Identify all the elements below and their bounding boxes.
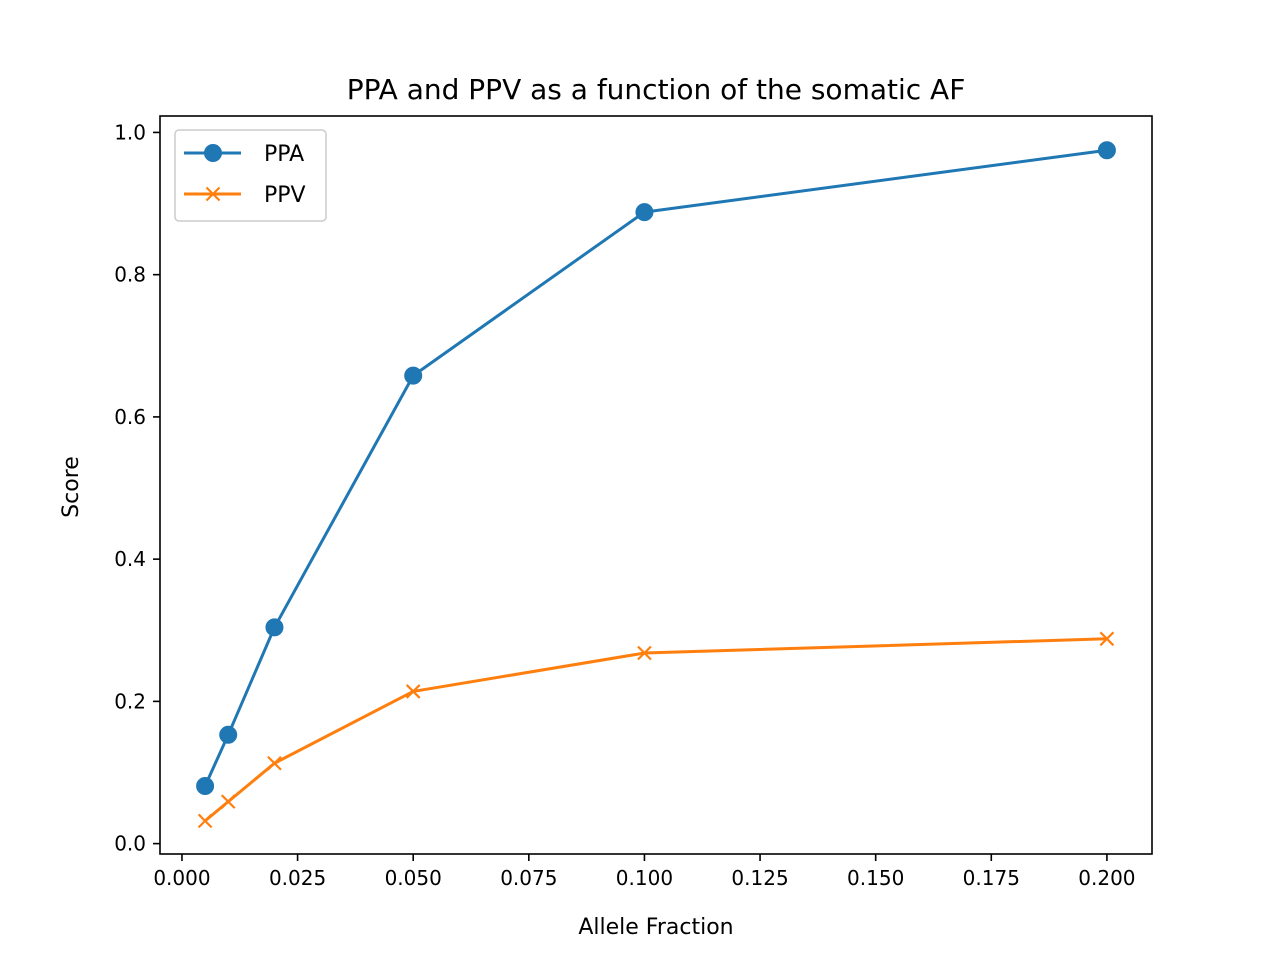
x-tick-label: 0.100	[616, 866, 673, 890]
ppa-point	[1097, 141, 1116, 160]
ppa-point	[219, 725, 238, 744]
y-axis-title: Score	[59, 456, 84, 518]
legend-label: PPV	[264, 183, 306, 208]
plot-area: 0.000 0.025 0.050 0.075 0.100 0.125 0.150 0.175…	[114, 115, 1153, 890]
ppa-point	[196, 777, 215, 796]
ppv-point	[1099, 631, 1115, 647]
x-tick-label: 0.000	[153, 866, 210, 890]
x-tick-label: 0.125	[731, 866, 788, 890]
chart-title: PPA and PPV as a function of the somatic…	[347, 73, 966, 106]
ppa-point	[404, 366, 423, 385]
y-tick-label: 0.2	[114, 689, 146, 713]
x-tick-label: 0.200	[1078, 866, 1135, 890]
legend-label: PPA	[264, 142, 304, 167]
ppv-point	[267, 755, 282, 771]
x-tick-label: 0.150	[847, 866, 904, 890]
x-tick-label: 0.025	[269, 866, 326, 890]
x-tick-label: 0.050	[385, 866, 442, 890]
legend-swatch-marker	[204, 144, 222, 162]
y-tick-label: 0.4	[114, 547, 146, 571]
ppv-point	[220, 794, 236, 809]
legend: PPA PPV	[174, 129, 327, 222]
y-tick-label: 1.0	[114, 120, 146, 144]
y-tick-label: 0.8	[114, 263, 146, 287]
ppa-line	[203, 148, 1108, 787]
ppv-point	[405, 684, 421, 699]
ppv-point	[637, 645, 652, 661]
y-tick-label: 0.0	[114, 832, 146, 856]
ppa-point	[635, 203, 654, 222]
series-ppa	[196, 141, 1116, 796]
plot-frame	[159, 115, 1153, 855]
series-ppv	[197, 631, 1115, 829]
x-axis-title: Allele Fraction	[578, 915, 733, 940]
legend-swatch-marker	[205, 186, 221, 202]
x-tick-label: 0.075	[500, 866, 557, 890]
y-tick-label: 0.6	[114, 405, 146, 429]
ppv-point	[197, 813, 213, 829]
ppa-point	[265, 618, 284, 637]
x-tick-label: 0.175	[963, 866, 1020, 890]
